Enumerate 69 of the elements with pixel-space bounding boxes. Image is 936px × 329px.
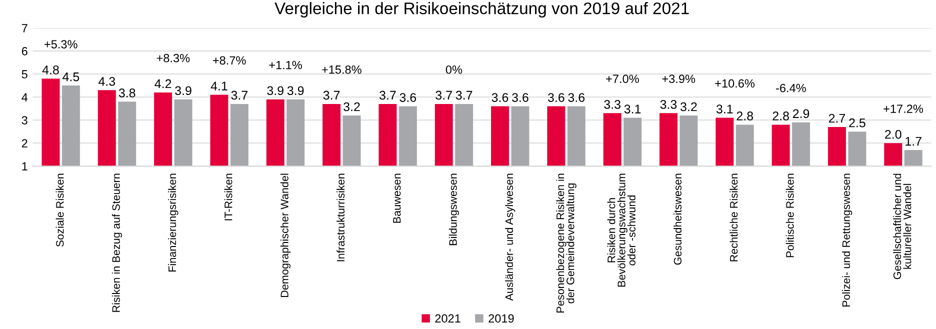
data-label: 2.9: [792, 109, 810, 118]
x-tick-label: Demographischer Wandel: [280, 174, 291, 298]
x-tick-label: Bildungswesen: [448, 174, 460, 246]
data-label: 3.6: [400, 93, 416, 102]
y-tick-label: 7: [22, 24, 28, 32]
data-label: 4.1: [210, 82, 228, 90]
data-label: 3.3: [604, 100, 620, 109]
data-label: 3.7: [456, 90, 472, 100]
y-tick-label: 4: [22, 93, 28, 102]
data-label: 3.2: [344, 102, 360, 112]
annotation: +5.3%: [44, 40, 78, 48]
data-label: 2.8: [736, 112, 754, 120]
data-label: 2.5: [849, 118, 866, 128]
data-label: 3.9: [267, 86, 284, 96]
x-tick-label: Ausländer- und Asylwesen: [505, 174, 516, 301]
data-label: 4.2: [154, 79, 172, 88]
data-label: 3.7: [436, 90, 452, 100]
annotation: +1.1%: [269, 60, 302, 70]
legend-label: 2021: [435, 314, 460, 323]
y-tick-label: 1: [22, 162, 28, 170]
y-tick-label: 5: [22, 70, 28, 78]
x-tick-label: Polizei- und Rettungswesen: [842, 174, 852, 306]
data-label: 3.9: [175, 86, 192, 96]
data-label: 3.1: [624, 104, 641, 114]
legend-label: 2019: [488, 314, 514, 323]
annotation: +15.8%: [322, 65, 362, 74]
data-label: 3.3: [660, 100, 677, 109]
x-tick-label: Politische Risiken: [786, 174, 794, 258]
y-tick-label: 2: [22, 139, 28, 148]
annotation: -6.4%: [776, 84, 806, 92]
data-label: 3.6: [568, 93, 585, 102]
data-label: 3.6: [548, 93, 564, 102]
data-label: 3.8: [118, 88, 136, 98]
x-tick-label: Gesellschaftlicher und kultureller Wandel: [893, 174, 912, 280]
data-label: 3.7: [231, 90, 248, 100]
x-tick-label: Pesonenbezogene Risiken in der Gemeindeverwaltung: [556, 174, 576, 313]
annotation: +7.0%: [606, 74, 639, 84]
data-label: 2.8: [772, 112, 789, 120]
data-label: 3.7: [323, 90, 340, 100]
annotation: +10.6%: [715, 79, 755, 88]
data-label: 3.7: [379, 90, 396, 100]
x-tick-label: Soziale Risiken: [56, 174, 64, 247]
data-label: 4.5: [62, 72, 80, 82]
y-tick-label: 3: [22, 116, 28, 124]
data-label: 3.9: [287, 86, 304, 96]
x-tick-label: Finanzierungsrisiken: [168, 174, 178, 272]
data-label: 2.0: [885, 130, 902, 139]
annotation: +3.9%: [662, 74, 696, 84]
x-tick-label: Gesundheitswesen: [674, 174, 682, 265]
annotation: 0%: [446, 65, 462, 74]
data-label: 2.7: [828, 114, 846, 123]
annotation: +8.3%: [156, 54, 190, 62]
x-tick-label: Risiken in Bezug auf Steuern: [112, 174, 122, 312]
data-label: 3.6: [492, 93, 508, 102]
annotation: +8.7%: [212, 56, 246, 65]
x-tick-label: IT-Risiken: [224, 174, 232, 220]
data-label: 4.8: [42, 65, 59, 74]
annotation: +17.2%: [884, 104, 924, 113]
data-label: 3.1: [716, 104, 733, 114]
x-tick-label: Infrastrukturrisiken: [336, 174, 345, 262]
chart-title: Vergleiche in der Risikoeinschätzung von 2019 auf 2021: [274, 2, 689, 18]
y-tick-label: 6: [22, 47, 28, 56]
data-label: 1.7: [906, 136, 922, 146]
data-label: 3.2: [680, 102, 697, 112]
data-label: 3.6: [512, 93, 528, 102]
x-tick-label: Bauwesen: [393, 174, 401, 223]
x-tick-label: Risiken durch Bevölkerungswachstum oder -schwund: [607, 174, 636, 287]
data-label: 4.3: [98, 76, 116, 86]
x-tick-label: Rechtliche Risiken: [730, 174, 738, 262]
